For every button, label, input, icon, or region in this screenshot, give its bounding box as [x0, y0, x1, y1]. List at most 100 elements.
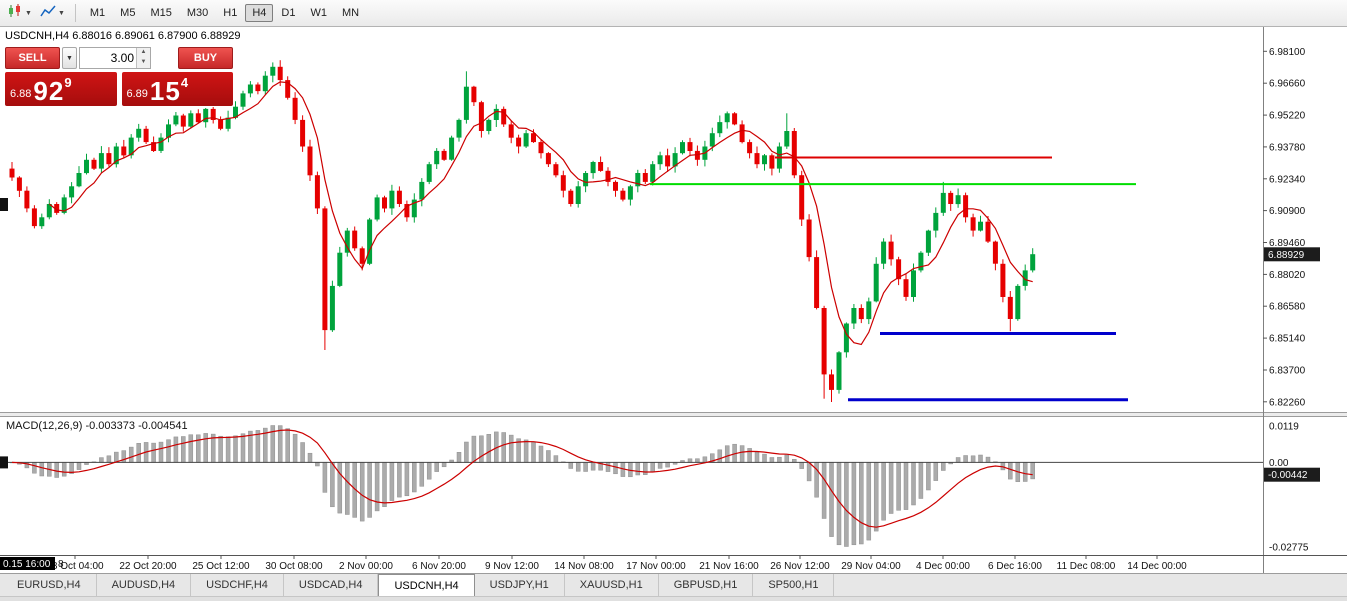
macd-bar: [159, 442, 163, 462]
chart-tab-usdjpy[interactable]: USDJPY,H1: [475, 574, 565, 596]
candle-body: [196, 113, 201, 122]
chart-background: [0, 27, 1347, 573]
macd-bar: [442, 462, 446, 466]
macd-bar: [919, 462, 923, 498]
macd-bar: [383, 462, 387, 506]
macd-bar: [800, 462, 804, 468]
chart-tab-audusd[interactable]: AUDUSD,H4: [97, 574, 192, 596]
macd-bar: [137, 443, 141, 462]
price-axis-label: 6.90900: [1269, 206, 1306, 217]
time-axis-label: 29 Nov 04:00: [841, 561, 901, 572]
timeframe-button-h4[interactable]: H4: [245, 4, 273, 22]
candle-body: [755, 153, 760, 164]
macd-bar: [420, 462, 424, 486]
time-axis-label: 11 Dec 08:00: [1057, 561, 1116, 572]
candle-body: [829, 374, 834, 390]
candle-body: [993, 242, 998, 264]
macd-bar: [457, 452, 461, 462]
timeframe-button-mn[interactable]: MN: [335, 4, 366, 22]
selected-time-badge-text: 0.15 16:00: [3, 559, 51, 570]
candle-body: [911, 270, 916, 297]
macd-bar: [964, 456, 968, 463]
macd-bar: [1023, 462, 1027, 481]
macd-bar: [666, 462, 670, 467]
volume-dropdown-button[interactable]: ▼: [62, 47, 77, 69]
price-axis-label: 6.88020: [1269, 270, 1306, 281]
candle-body: [784, 131, 789, 147]
candle-body: [643, 173, 648, 182]
macd-bar: [777, 457, 781, 462]
timeframe-button-m1[interactable]: M1: [83, 4, 112, 22]
candle-body: [971, 217, 976, 230]
macd-bar: [62, 462, 66, 476]
sell-button[interactable]: SELL: [5, 47, 60, 69]
timeframe-button-m15[interactable]: M15: [143, 4, 178, 22]
timeframe-toolbar: M1M5M15M30H1H4D1W1MN: [83, 4, 366, 22]
candle-body: [17, 178, 22, 191]
macd-bar: [234, 436, 238, 463]
timeframe-button-m30[interactable]: M30: [180, 4, 215, 22]
macd-bar: [740, 446, 744, 463]
current-price-badge-text: 6.88929: [1268, 250, 1305, 261]
price-chart[interactable]: MACD(12,26,9) -0.003373 -0.0045416.98100…: [0, 27, 1347, 573]
candle-body: [509, 124, 514, 137]
candle-body: [479, 102, 484, 131]
candle-body: [263, 76, 268, 92]
candle-body: [747, 142, 752, 153]
timeframe-button-h1[interactable]: H1: [216, 4, 244, 22]
chart-window: MACD(12,26,9) -0.003373 -0.0045416.98100…: [0, 27, 1347, 573]
chart-type-button[interactable]: ▼: [4, 1, 35, 26]
sell-price-display[interactable]: 6.88 92 9: [5, 72, 117, 106]
candle-body: [449, 138, 454, 160]
candle-body: [255, 85, 260, 92]
macd-bar: [718, 450, 722, 463]
candle-body: [92, 160, 97, 169]
chart-tab-usdcad[interactable]: USDCAD,H4: [284, 574, 379, 596]
price-axis-label: 6.96660: [1269, 79, 1306, 90]
macd-bar: [584, 462, 588, 471]
candle-body: [859, 308, 864, 319]
candle-body: [434, 151, 439, 164]
macd-bar: [107, 456, 111, 463]
chart-tab-eurusd[interactable]: EURUSD,H4: [2, 574, 97, 596]
chart-tab-sp500[interactable]: SP500,H1: [753, 574, 834, 596]
candle-body: [926, 231, 931, 253]
macd-bar: [897, 462, 901, 510]
status-strip: [0, 596, 1347, 601]
volume-decrease-button[interactable]: ▼: [137, 58, 150, 68]
candle-body: [464, 87, 469, 120]
macd-bar: [830, 462, 834, 536]
indicators-button[interactable]: ▼: [37, 1, 68, 26]
toolbar-separator: [75, 4, 76, 22]
buy-price-display[interactable]: 6.89 15 4: [122, 72, 234, 106]
timeframe-button-d1[interactable]: D1: [274, 4, 302, 22]
chart-tab-usdchf[interactable]: USDCHF,H4: [191, 574, 284, 596]
timeframe-button-m5[interactable]: M5: [113, 4, 142, 22]
candle-body: [710, 133, 715, 146]
candle-body: [248, 85, 253, 94]
time-axis-label: 18 Oct 04:00: [46, 561, 104, 572]
macd-bar: [338, 462, 342, 513]
macd-bar: [822, 462, 826, 518]
macd-bar: [614, 462, 618, 473]
chart-tab-xauusd[interactable]: XAUUSD,H1: [565, 574, 659, 596]
buy-button[interactable]: BUY: [178, 47, 233, 69]
candle-body: [881, 242, 886, 264]
macd-bar: [390, 462, 394, 500]
macd-value-badge-text: -0.00442: [1268, 470, 1308, 481]
macd-bar: [502, 433, 506, 463]
timeframe-button-w1[interactable]: W1: [303, 4, 334, 22]
chart-tab-usdcnh[interactable]: USDCNH,H4: [378, 574, 474, 596]
candle-body: [725, 113, 730, 122]
price-display-row: 6.88 92 9 6.89 15 4: [5, 72, 233, 106]
candle-body: [866, 301, 871, 319]
macd-axis-min: -0.02775: [1269, 543, 1309, 554]
macd-bar: [114, 452, 118, 462]
candle-body: [315, 175, 320, 208]
candle-body: [561, 175, 566, 191]
candle-body: [84, 160, 89, 173]
candle-body: [159, 138, 164, 151]
candle-body: [308, 147, 313, 176]
volume-increase-button[interactable]: ▲: [137, 48, 150, 58]
chart-tab-gbpusd[interactable]: GBPUSD,H1: [659, 574, 754, 596]
